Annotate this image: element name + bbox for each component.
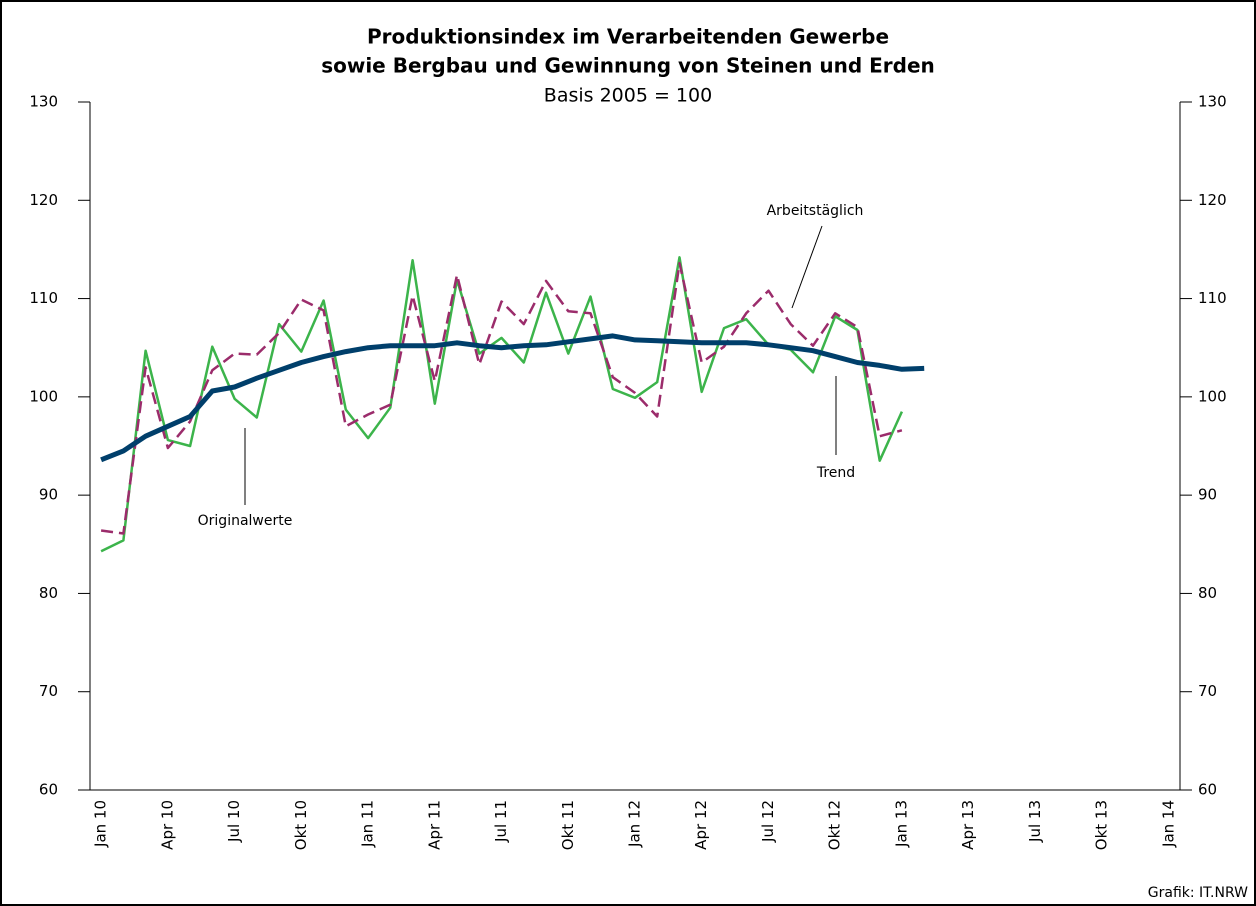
- leader-line: [791, 225, 823, 309]
- x-tick-label: Jan 10: [92, 800, 110, 848]
- y2-tick-label: 90: [1198, 486, 1217, 504]
- chart-title: Produktionsindex im Verarbeitenden Gewer…: [367, 25, 889, 49]
- y2-tick-label: 60: [1198, 781, 1217, 799]
- y-tick-label: 120: [29, 191, 58, 209]
- y2-tick-label: 100: [1198, 387, 1227, 405]
- series-line: [100, 261, 903, 535]
- x-tick-label: Jul 10: [225, 800, 243, 843]
- x-tick-label: Jul 12: [759, 800, 777, 843]
- y-tick-label: 80: [39, 584, 58, 602]
- y2-tick-label: 70: [1198, 682, 1217, 700]
- y-tick-label: 100: [29, 387, 58, 405]
- y-tick-label: 110: [29, 289, 58, 307]
- x-tick-label: Apr 12: [692, 800, 710, 850]
- x-tick-label: Okt 11: [559, 800, 577, 850]
- source: Grafik: IT.NRW: [1148, 885, 1248, 901]
- y2-tick-label: 110: [1198, 289, 1227, 307]
- y2-tick-label: 130: [1198, 93, 1227, 111]
- legend-label: Trend: [816, 465, 855, 481]
- x-tick-label: Jan 14: [1159, 800, 1177, 848]
- y-tick-label: 130: [29, 93, 58, 111]
- y2-tick-label: 80: [1198, 584, 1217, 602]
- x-tick-label: Jan 12: [626, 800, 644, 848]
- x-tick-label: Jul 11: [492, 800, 510, 843]
- legend-label: Arbeitstäglich: [767, 203, 864, 219]
- x-tick-label: Apr 13: [959, 800, 977, 850]
- x-tick-label: Jan 11: [359, 800, 377, 848]
- x-tick-label: Jan 13: [892, 800, 910, 848]
- y-tick-label: 60: [39, 781, 58, 799]
- chart-subtitle: Basis 2005 = 100: [544, 85, 712, 107]
- y2-tick-label: 120: [1198, 191, 1227, 209]
- x-tick-label: Okt 10: [292, 800, 310, 850]
- x-tick-label: Apr 11: [425, 800, 443, 850]
- legend-label: Originalwerte: [198, 513, 293, 529]
- x-tick-label: Okt 13: [1093, 800, 1111, 850]
- y-tick-label: 70: [39, 682, 58, 700]
- x-tick-label: Apr 10: [158, 800, 176, 850]
- chart-title: sowie Bergbau und Gewinnung von Steinen …: [321, 54, 935, 78]
- x-tick-label: Jul 13: [1026, 800, 1044, 843]
- y-tick-label: 90: [39, 486, 58, 504]
- series-line: [100, 333, 925, 463]
- x-tick-label: Okt 12: [826, 800, 844, 850]
